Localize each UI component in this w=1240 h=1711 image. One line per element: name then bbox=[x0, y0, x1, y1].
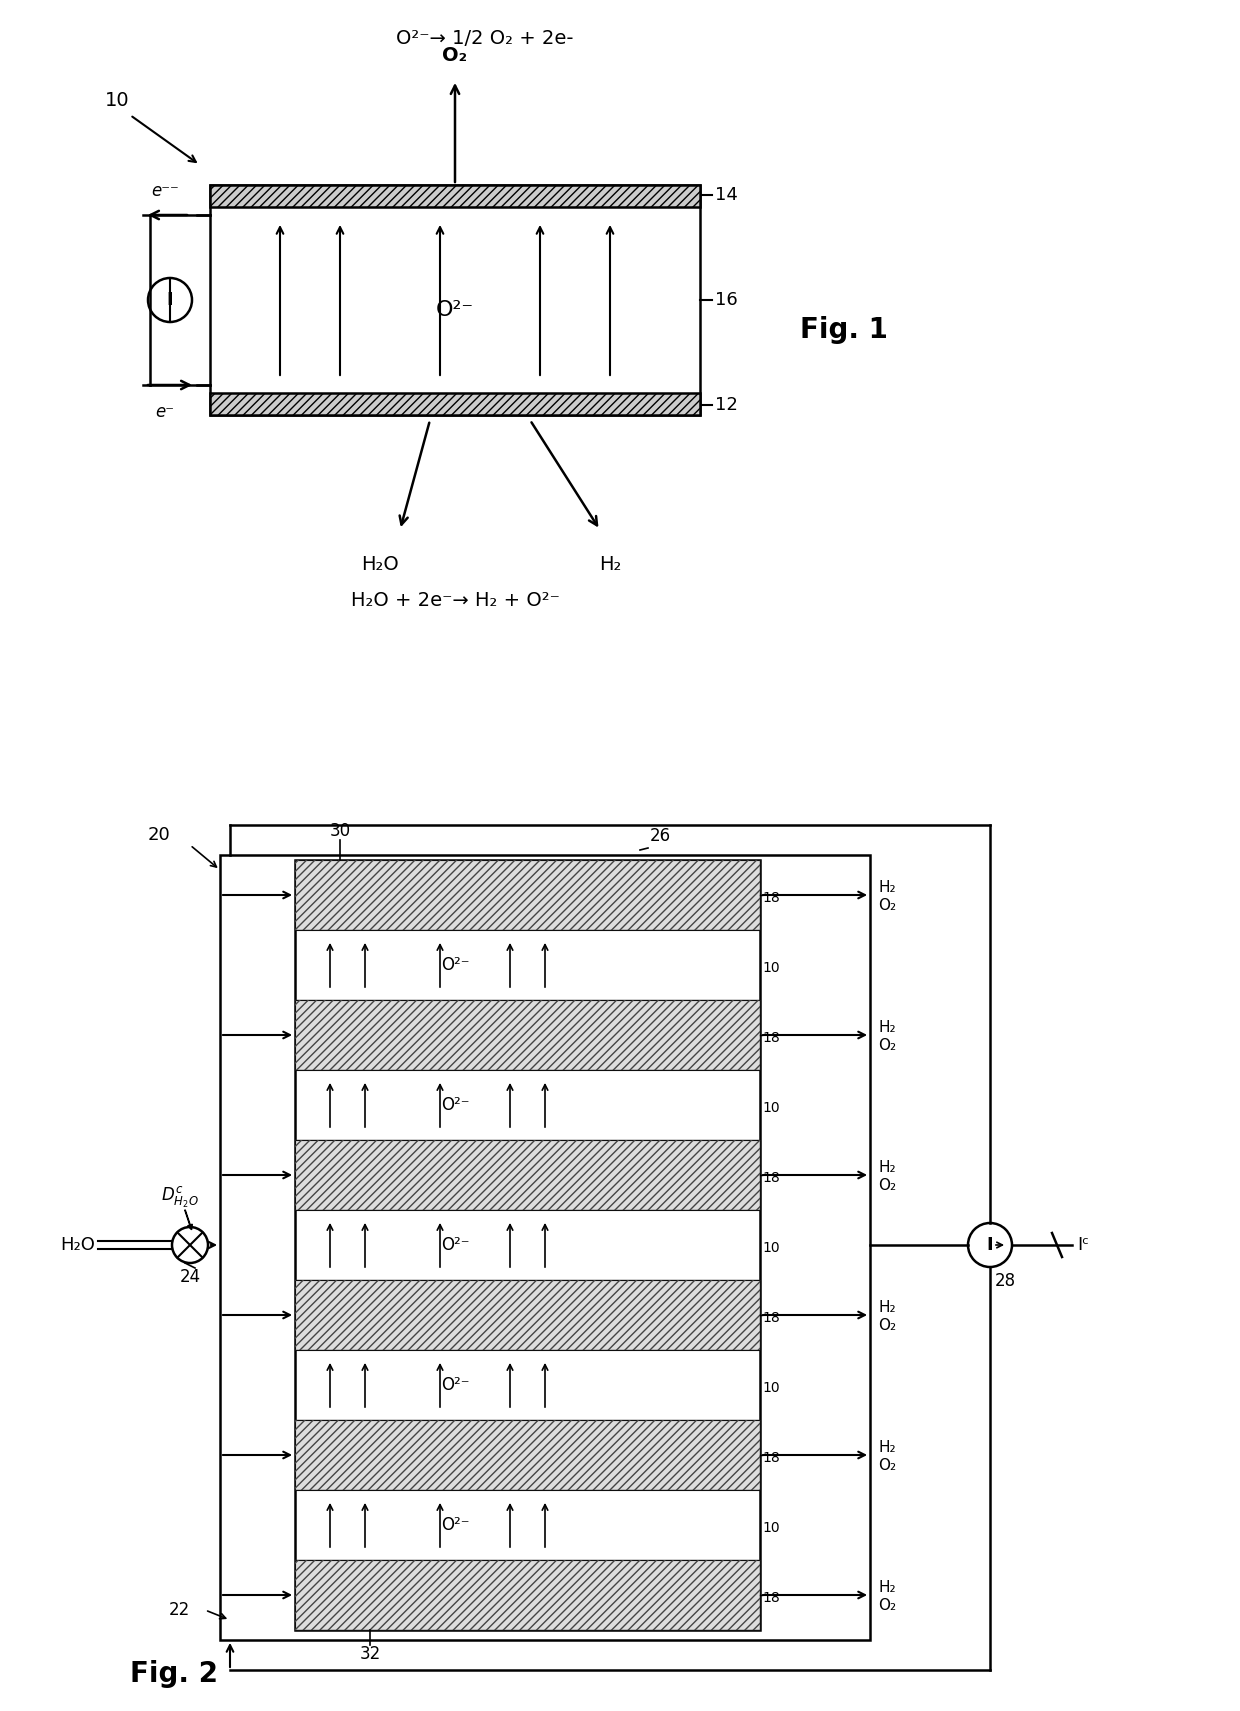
Bar bbox=[295, 1420, 760, 1490]
Text: O²⁻: O²⁻ bbox=[440, 1516, 469, 1535]
Text: H₂: H₂ bbox=[878, 1439, 895, 1454]
Bar bbox=[295, 1140, 760, 1210]
Text: $D^c_{H_2O}$: $D^c_{H_2O}$ bbox=[161, 1186, 198, 1210]
Bar bbox=[295, 861, 760, 931]
Text: 18: 18 bbox=[763, 1451, 780, 1465]
Text: O₂: O₂ bbox=[878, 1037, 897, 1052]
Text: 14: 14 bbox=[715, 186, 738, 204]
Text: 10: 10 bbox=[763, 1100, 780, 1116]
Text: H₂: H₂ bbox=[878, 1020, 895, 1035]
Bar bbox=[210, 185, 701, 207]
Text: e⁻: e⁻ bbox=[155, 404, 175, 421]
Text: 24: 24 bbox=[180, 1268, 201, 1287]
Text: 18: 18 bbox=[763, 1311, 780, 1324]
FancyArrow shape bbox=[185, 1210, 192, 1230]
Text: O²⁻: O²⁻ bbox=[440, 1376, 469, 1394]
Text: H₂O: H₂O bbox=[361, 554, 399, 573]
Text: H₂O + 2e⁻→ H₂ + O²⁻: H₂O + 2e⁻→ H₂ + O²⁻ bbox=[351, 590, 559, 609]
Text: 10: 10 bbox=[763, 962, 780, 975]
Text: 18: 18 bbox=[763, 1591, 780, 1605]
Text: H₂: H₂ bbox=[599, 554, 621, 573]
Bar bbox=[295, 861, 760, 1631]
Text: 26: 26 bbox=[650, 826, 671, 845]
Text: 10: 10 bbox=[763, 1240, 780, 1254]
Text: 16: 16 bbox=[715, 291, 738, 310]
Bar bbox=[219, 856, 870, 1641]
Text: 18: 18 bbox=[763, 1032, 780, 1045]
Bar bbox=[295, 1280, 760, 1350]
Text: H₂: H₂ bbox=[878, 1579, 895, 1595]
Text: 10: 10 bbox=[763, 1521, 780, 1535]
Text: H₂: H₂ bbox=[878, 1160, 895, 1174]
Text: O²⁻: O²⁻ bbox=[440, 1097, 469, 1114]
Text: 10: 10 bbox=[763, 1381, 780, 1394]
Text: O²⁻: O²⁻ bbox=[436, 299, 474, 320]
Text: H₂: H₂ bbox=[878, 1299, 895, 1314]
Bar bbox=[295, 999, 760, 1069]
Text: O₂: O₂ bbox=[878, 1598, 897, 1612]
Text: O₂: O₂ bbox=[878, 1458, 897, 1473]
Text: H₂: H₂ bbox=[878, 879, 895, 895]
Text: 30: 30 bbox=[330, 821, 351, 840]
Bar bbox=[295, 1420, 760, 1490]
Text: O²⁻: O²⁻ bbox=[440, 956, 469, 974]
Bar bbox=[210, 394, 701, 416]
Text: 18: 18 bbox=[763, 1170, 780, 1186]
Text: O₂: O₂ bbox=[443, 46, 467, 65]
Text: O₂: O₂ bbox=[878, 1317, 897, 1333]
Text: 18: 18 bbox=[763, 891, 780, 905]
Text: Iᶜ: Iᶜ bbox=[1078, 1235, 1089, 1254]
Bar bbox=[295, 999, 760, 1069]
Text: Fig. 1: Fig. 1 bbox=[800, 317, 888, 344]
Bar bbox=[295, 1560, 760, 1631]
Text: O₂: O₂ bbox=[878, 898, 897, 912]
Text: O₂: O₂ bbox=[878, 1177, 897, 1193]
Bar bbox=[295, 1560, 760, 1631]
Text: e⁻⁻: e⁻⁻ bbox=[151, 181, 179, 200]
Text: 20: 20 bbox=[148, 826, 170, 844]
Bar bbox=[295, 861, 760, 931]
Text: H₂O: H₂O bbox=[60, 1235, 95, 1254]
Bar bbox=[210, 185, 701, 416]
Bar bbox=[210, 394, 701, 416]
Text: O²⁻→ 1/2 O₂ + 2e-: O²⁻→ 1/2 O₂ + 2e- bbox=[397, 29, 574, 48]
Text: O²⁻: O²⁻ bbox=[440, 1235, 469, 1254]
Text: Fig. 2: Fig. 2 bbox=[130, 1660, 218, 1689]
Text: 12: 12 bbox=[715, 395, 738, 414]
Text: 28: 28 bbox=[994, 1271, 1016, 1290]
Bar bbox=[210, 185, 701, 207]
Bar bbox=[295, 1140, 760, 1210]
Bar bbox=[295, 1280, 760, 1350]
Text: I: I bbox=[987, 1235, 993, 1254]
Text: 10: 10 bbox=[105, 91, 130, 110]
Text: 32: 32 bbox=[360, 1644, 381, 1663]
Text: 22: 22 bbox=[169, 1601, 190, 1619]
Text: I: I bbox=[166, 291, 174, 310]
